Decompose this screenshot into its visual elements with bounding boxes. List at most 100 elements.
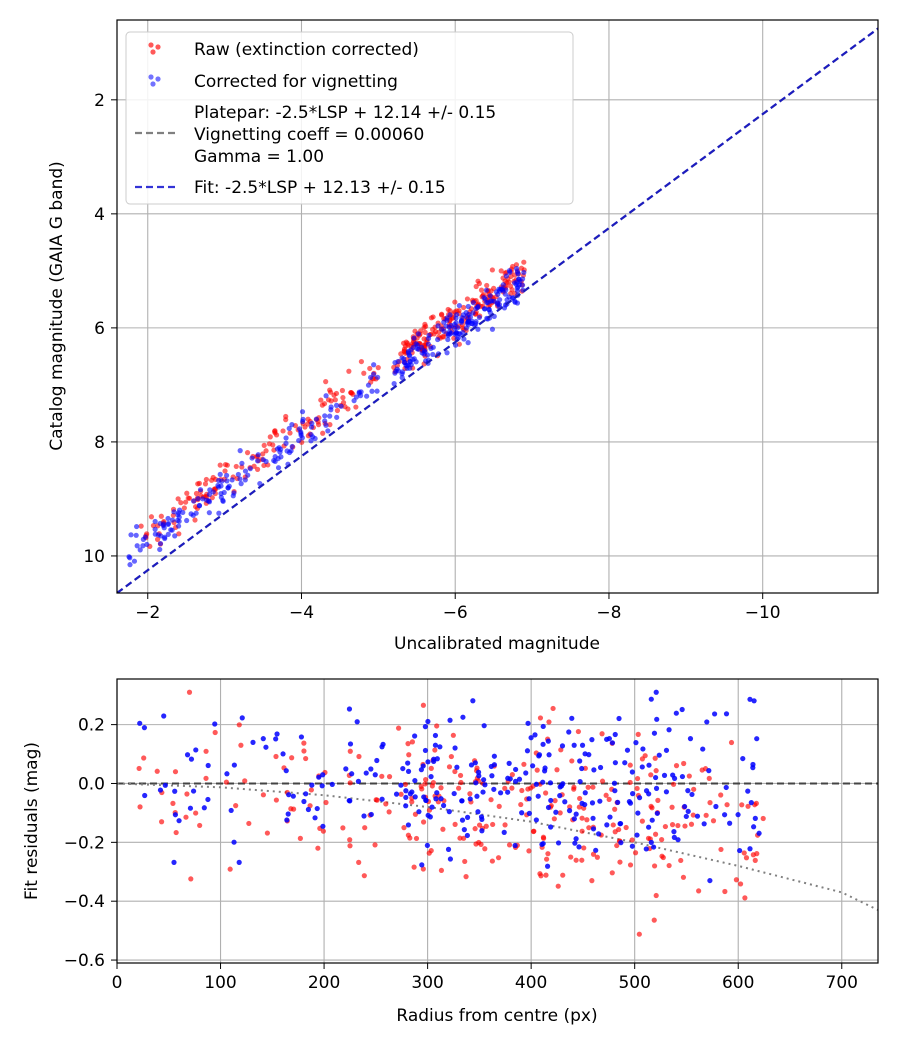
corrected-residual-point: [548, 824, 554, 830]
corrected-point: [325, 428, 331, 434]
corrected-residual-point: [479, 828, 485, 834]
raw-point: [320, 430, 326, 436]
corrected-point: [275, 455, 281, 462]
raw-point: [327, 422, 333, 428]
corrected-residual-point: [685, 808, 691, 814]
corrected-point: [176, 523, 182, 529]
corrected-residual-point: [754, 736, 760, 742]
corrected-residual-point: [228, 807, 234, 814]
bottom-y-axis-label: Fit residuals (mag): [22, 742, 42, 900]
corrected-point: [310, 434, 316, 440]
raw-residual-point: [386, 809, 392, 815]
corrected-residual-point: [654, 810, 660, 816]
corrected-residual-point: [545, 738, 551, 744]
top-ticks: −2 −4 −6 −8 −10 2 4 6 8 10: [83, 91, 780, 623]
raw-residual-point: [489, 858, 495, 864]
corrected-residual-point: [590, 815, 596, 821]
corrected-residual-point: [589, 800, 596, 806]
raw-residual-point: [659, 853, 665, 859]
raw-point: [421, 324, 427, 331]
corrected-residual-point: [440, 802, 447, 809]
corrected-residual-point: [472, 760, 478, 766]
raw-residual-point: [688, 821, 695, 827]
raw-point: [208, 477, 215, 483]
corrected-point: [374, 388, 380, 394]
corrected-point: [439, 326, 445, 332]
corrected-residual-point: [723, 711, 730, 717]
corrected-residual-point: [437, 744, 443, 750]
raw-residual-point: [154, 768, 160, 774]
corrected-point: [140, 536, 147, 542]
corrected-point: [470, 310, 476, 316]
corrected-point: [408, 362, 414, 368]
raw-residual-point: [745, 803, 751, 809]
corrected-residual-point: [557, 793, 563, 799]
corrected-residual-point: [476, 773, 482, 779]
raw-residual-point: [438, 867, 445, 874]
corrected-point: [206, 491, 213, 498]
corrected-point: [289, 422, 295, 428]
raw-point: [287, 430, 293, 436]
legend-corrected-marker: [148, 74, 161, 87]
raw-residual-point: [273, 753, 279, 760]
raw-residual-point: [158, 819, 165, 825]
corrected-point: [271, 457, 277, 464]
raw-residual-point: [682, 823, 688, 829]
top-chart: −2 −4 −6 −8 −10 2 4 6 8 10 Uncalibrated magnitude…: [47, 19, 879, 654]
corrected-residual-point: [542, 768, 548, 774]
corrected-point: [133, 532, 139, 538]
raw-residual-point: [233, 803, 239, 809]
corrected-residual-point: [412, 733, 418, 739]
raw-residual-point: [236, 722, 242, 728]
corrected-residual-point: [422, 747, 429, 754]
bottom-axes-frame: [116, 678, 879, 964]
corrected-residual-point: [571, 742, 577, 748]
corrected-point: [334, 414, 340, 420]
corrected-residual-point: [751, 698, 757, 704]
corrected-point: [500, 282, 506, 288]
bottom-x-tick-label: 500: [618, 973, 650, 993]
corrected-residual-point: [663, 747, 670, 753]
corrected-residual-point: [468, 762, 475, 768]
corrected-residual-point: [464, 832, 470, 839]
raw-residual-point: [639, 818, 645, 824]
corrected-residual-point: [618, 840, 624, 846]
corrected-point: [137, 547, 143, 553]
raw-point: [513, 262, 520, 268]
corrected-point: [435, 336, 441, 343]
raw-point: [323, 379, 329, 385]
corrected-residual-point: [535, 793, 541, 799]
corrected-residual-point: [432, 742, 439, 748]
corrected-residual-point: [481, 723, 487, 729]
corrected-point: [161, 521, 167, 527]
raw-point: [251, 463, 257, 469]
raw-residual-point: [632, 850, 639, 856]
corrected-point: [239, 460, 245, 466]
corrected-point: [425, 335, 432, 342]
raw-point: [186, 495, 193, 501]
raw-residual-point: [718, 792, 724, 798]
raw-residual-point: [308, 787, 314, 793]
corrected-residual-point: [694, 813, 701, 819]
corrected-point: [399, 371, 405, 377]
corrected-residual-point: [349, 771, 355, 777]
raw-residual-point: [652, 755, 658, 761]
raw-residual-point: [581, 845, 587, 851]
corrected-point: [298, 432, 304, 438]
raw-point: [184, 490, 190, 496]
raw-residual-point: [585, 784, 591, 790]
corrected-point: [424, 352, 431, 358]
corrected-residual-point: [424, 842, 430, 849]
corrected-residual-point: [611, 780, 618, 786]
raw-residual-point: [577, 795, 583, 802]
corrected-point: [299, 418, 306, 425]
raw-point: [181, 505, 187, 511]
raw-residual-point: [659, 836, 665, 843]
corrected-point: [489, 298, 495, 304]
raw-point: [353, 404, 359, 410]
raw-residual-point: [288, 806, 294, 812]
raw-point: [175, 496, 181, 502]
corrected-residual-point: [675, 837, 681, 843]
raw-residual-point: [627, 779, 633, 786]
